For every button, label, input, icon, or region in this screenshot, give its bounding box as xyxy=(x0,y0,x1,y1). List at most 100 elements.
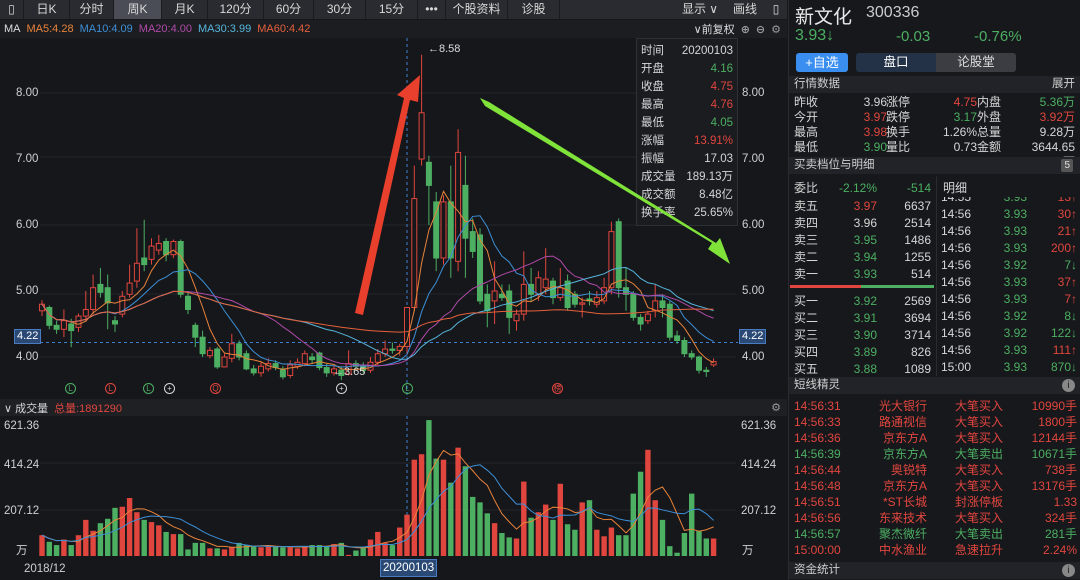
alert-stock[interactable]: 京东方A xyxy=(882,431,927,445)
alert-time: 14:56:56 xyxy=(794,511,841,525)
tab-period[interactable]: 周K xyxy=(114,0,162,19)
alert-stock[interactable]: 光大银行 xyxy=(878,399,927,413)
candle xyxy=(484,284,491,328)
orderbook-price[interactable]: 3.89 xyxy=(853,345,877,359)
volume-axis-tick: 414.24 xyxy=(741,459,777,472)
alert-stock[interactable]: 京东方A xyxy=(882,447,927,461)
display-dropdown[interactable]: 显示 ∨ xyxy=(681,2,719,16)
info-icon[interactable]: i xyxy=(1062,564,1075,577)
volume-bar xyxy=(623,535,629,556)
orderbook-volume: 514 xyxy=(910,267,931,281)
levels-badge[interactable]: 5 xyxy=(1061,159,1073,172)
candle xyxy=(287,360,294,379)
volume-settings-icon[interactable]: ⚙ xyxy=(771,402,781,414)
panel-toggle-icon[interactable]: ▯ xyxy=(772,2,780,16)
tick-time: 14:56 xyxy=(941,309,972,323)
alert-type: 大笔买入 xyxy=(955,399,1004,413)
kline-chart[interactable] xyxy=(0,0,787,580)
tab-period[interactable]: 15分 xyxy=(366,0,418,19)
orderbook-price[interactable]: 3.91 xyxy=(853,311,877,325)
event-marker-icon[interactable]: L xyxy=(143,383,154,394)
orderbook-price[interactable]: 3.90 xyxy=(853,328,877,342)
orderbook-volume: 1255 xyxy=(904,250,931,264)
volume-bar xyxy=(316,545,323,556)
add-watchlist-button[interactable]: +自选 xyxy=(796,53,848,72)
orderbook-price[interactable]: 3.93 xyxy=(853,267,877,281)
alert-stock[interactable]: 京东方A xyxy=(882,479,927,493)
candle-body xyxy=(484,293,491,312)
event-marker-icon[interactable]: 榜 xyxy=(552,383,563,394)
alert-stock[interactable]: 中水渔业 xyxy=(878,543,927,557)
fund-section-header: 资金统计 i xyxy=(789,562,1080,579)
tab-period[interactable]: 60分 xyxy=(264,0,314,19)
diagnose-button[interactable]: 诊股 xyxy=(508,0,560,19)
orderbook-price[interactable]: 3.96 xyxy=(853,216,877,230)
volume-bar xyxy=(579,502,585,556)
volume-bar xyxy=(367,539,374,556)
alert-type: 大笔卖出 xyxy=(955,527,1004,541)
adjust-dropdown[interactable]: ∨前复权 xyxy=(693,24,735,36)
event-marker-icon[interactable]: Q xyxy=(210,383,221,394)
event-marker-icon[interactable]: + xyxy=(164,383,175,394)
volume-bar xyxy=(674,552,680,556)
alert-stock[interactable]: 聚杰微纤 xyxy=(878,527,927,541)
info-value: 8.48亿 xyxy=(699,189,733,201)
candle xyxy=(185,291,191,315)
orderbook-price[interactable]: 3.92 xyxy=(853,294,877,308)
tab-period[interactable]: 分时 xyxy=(70,0,114,19)
quote-value: 0.73 xyxy=(953,140,977,154)
stock-profile-button[interactable]: 个股资料 xyxy=(446,0,508,19)
alert-stock[interactable]: 奥锐特 xyxy=(890,463,927,477)
zoom-in-icon[interactable]: ⊕ xyxy=(740,23,750,36)
tick-price: 3.93 xyxy=(1003,224,1027,238)
ma-label[interactable]: MA xyxy=(4,23,21,35)
event-marker-icon[interactable]: + xyxy=(336,383,347,394)
alert-stock[interactable]: 东来技术 xyxy=(878,511,927,525)
tick-volume: 111↑ xyxy=(1052,343,1077,357)
candle xyxy=(331,366,337,376)
tab-period[interactable]: 月K xyxy=(162,0,208,19)
expand-button[interactable]: 展开 xyxy=(1052,78,1075,90)
volume-bar xyxy=(229,547,235,556)
info-label: 收盘 xyxy=(641,81,664,93)
volume-axis-tick: 621.36 xyxy=(4,420,40,432)
alert-stock[interactable]: *ST长城 xyxy=(882,495,927,509)
tick-time: 14:56 xyxy=(941,275,972,289)
tab-period[interactable]: 日K xyxy=(24,0,70,19)
settings-icon[interactable]: ⚙ xyxy=(771,23,781,36)
candle-body xyxy=(579,302,586,305)
candle-body xyxy=(112,320,118,325)
alert-stock[interactable]: 路通视信 xyxy=(878,415,927,429)
event-marker-icon[interactable]: L xyxy=(402,383,413,394)
tab-forum[interactable]: 论股堂 xyxy=(936,53,1016,72)
orderbook-price[interactable]: 3.95 xyxy=(853,233,877,247)
fund-title: 资金统计 xyxy=(794,564,840,576)
trade-ticks-list[interactable]: 14:55 3.93 13↑ 14:56 3.93 30↑ 14:56 3.93 21↑ 14:5… xyxy=(937,197,1080,377)
volume-title[interactable]: ∨ 成交量 xyxy=(4,402,49,415)
tab-pankou[interactable]: 盘口 xyxy=(856,53,936,72)
volume-unit: 万 xyxy=(16,545,28,557)
orderbook-title: 买卖档位与明细 xyxy=(794,159,875,171)
sidebar-toggle-icon[interactable]: ▯ xyxy=(0,0,24,19)
candle-body xyxy=(199,336,206,355)
orderbook-price[interactable]: 3.88 xyxy=(853,362,877,376)
more-button[interactable]: ••• xyxy=(418,0,446,19)
orderbook-price[interactable]: 3.97 xyxy=(853,199,877,213)
event-marker-icon[interactable]: L xyxy=(105,383,116,394)
event-marker-icon[interactable]: L xyxy=(65,383,76,394)
info-label: 成交量 xyxy=(641,171,676,183)
info-label: 开盘 xyxy=(641,63,664,75)
volume-axis-tick: 414.24 xyxy=(4,459,40,472)
volume-bar xyxy=(345,554,352,556)
candle-body xyxy=(469,231,476,252)
orderbook-price[interactable]: 3.94 xyxy=(853,250,877,264)
info-icon[interactable]: i xyxy=(1062,379,1075,392)
tab-period[interactable]: 30分 xyxy=(314,0,366,19)
volume-bar xyxy=(543,504,549,556)
zoom-out-icon[interactable]: ⊖ xyxy=(755,23,766,36)
tab-period[interactable]: 120分 xyxy=(208,0,264,19)
volume-bar xyxy=(535,512,542,556)
draw-button[interactable]: 画线 xyxy=(732,2,757,16)
candle xyxy=(90,274,97,315)
volume-bar xyxy=(265,546,271,556)
